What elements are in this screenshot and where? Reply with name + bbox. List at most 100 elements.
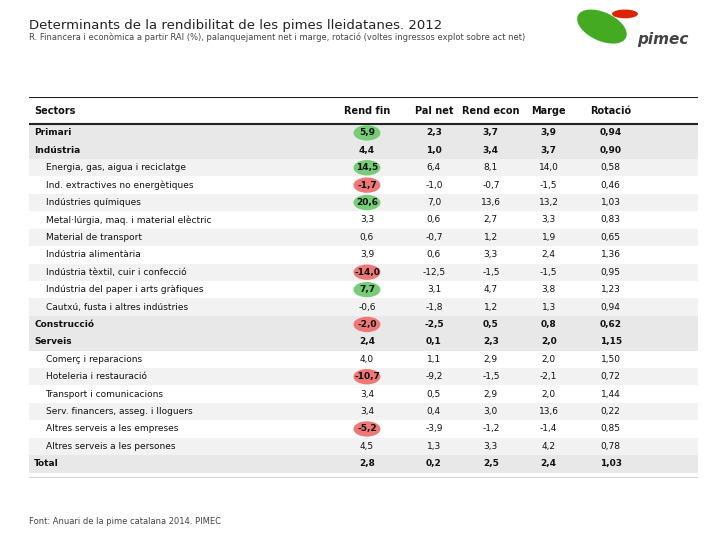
Text: 4,7: 4,7 [484, 285, 498, 294]
Text: Indústria: Indústria [34, 146, 81, 155]
Text: 14,5: 14,5 [356, 163, 378, 172]
Text: Construcció: Construcció [34, 320, 94, 329]
Text: 0,78: 0,78 [600, 442, 621, 451]
Text: 0,8: 0,8 [541, 320, 557, 329]
Text: 2,3: 2,3 [426, 129, 442, 137]
Bar [29, 368, 698, 386]
Text: 3,3: 3,3 [484, 251, 498, 259]
Bar [29, 264, 698, 281]
Text: 2,5: 2,5 [483, 460, 499, 468]
Text: -2,1: -2,1 [540, 372, 557, 381]
Bar [29, 386, 698, 403]
Text: -0,7: -0,7 [425, 233, 443, 242]
Bar [29, 420, 698, 437]
Text: 14,0: 14,0 [539, 163, 559, 172]
Text: 8,1: 8,1 [484, 163, 498, 172]
Text: 4,0: 4,0 [360, 355, 374, 364]
Bar [29, 350, 698, 368]
Text: 1,1: 1,1 [427, 355, 441, 364]
Text: 2,9: 2,9 [484, 390, 498, 399]
Text: Indústria alimentària: Indústria alimentària [45, 251, 140, 259]
Bar [29, 211, 698, 229]
Text: 0,2: 0,2 [426, 460, 442, 468]
Text: 0,72: 0,72 [600, 372, 621, 381]
Text: Rend fin: Rend fin [344, 106, 390, 116]
Text: 2,3: 2,3 [483, 338, 499, 346]
Text: 0,94: 0,94 [600, 129, 622, 137]
Text: 7,7: 7,7 [359, 285, 375, 294]
Text: 2,0: 2,0 [541, 390, 556, 399]
Text: 0,83: 0,83 [600, 215, 621, 225]
Bar [29, 298, 698, 316]
Text: 1,23: 1,23 [600, 285, 621, 294]
Text: Total: Total [34, 460, 59, 468]
Ellipse shape [577, 10, 626, 44]
Bar [29, 141, 698, 159]
Text: 0,1: 0,1 [426, 338, 442, 346]
Text: 2,7: 2,7 [484, 215, 498, 225]
Text: 5,9: 5,9 [359, 129, 375, 137]
Text: Marge: Marge [531, 106, 566, 116]
Bar [29, 333, 698, 350]
Text: -1,0: -1,0 [425, 181, 443, 190]
Text: 0,62: 0,62 [600, 320, 621, 329]
Text: -1,7: -1,7 [357, 181, 377, 190]
Text: Metal·lúrgia, maq. i material elèctric: Metal·lúrgia, maq. i material elèctric [45, 215, 211, 225]
Text: 1,36: 1,36 [600, 251, 621, 259]
Text: Sectors: Sectors [34, 106, 76, 116]
Bar [29, 316, 698, 333]
Text: Determinants de la rendibilitat de les pimes lleidatanes. 2012: Determinants de la rendibilitat de les p… [29, 19, 442, 32]
Text: -1,5: -1,5 [540, 181, 557, 190]
Text: -2,5: -2,5 [424, 320, 444, 329]
Text: 0,22: 0,22 [600, 407, 621, 416]
Text: -1,4: -1,4 [540, 424, 557, 434]
Text: 0,85: 0,85 [600, 424, 621, 434]
Text: Comerç i reparacions: Comerç i reparacions [45, 355, 142, 364]
Text: 0,95: 0,95 [600, 268, 621, 276]
Bar [29, 455, 698, 472]
Text: pimec: pimec [636, 32, 688, 47]
Text: -2,0: -2,0 [357, 320, 377, 329]
Text: 0,6: 0,6 [360, 233, 374, 242]
Text: 3,4: 3,4 [360, 407, 374, 416]
Text: Serveis: Serveis [34, 338, 72, 346]
Text: -9,2: -9,2 [426, 372, 443, 381]
Text: 1,2: 1,2 [484, 302, 498, 312]
Text: 0,4: 0,4 [427, 407, 441, 416]
Text: Primari: Primari [34, 129, 71, 137]
Bar [29, 281, 698, 298]
Circle shape [354, 369, 380, 384]
Text: 3,7: 3,7 [483, 129, 499, 137]
Text: -1,2: -1,2 [482, 424, 500, 434]
Text: 1,50: 1,50 [600, 355, 621, 364]
Text: 2,9: 2,9 [484, 355, 498, 364]
Text: 0,94: 0,94 [600, 302, 621, 312]
Text: 1,3: 1,3 [427, 442, 441, 451]
Text: 3,9: 3,9 [360, 251, 374, 259]
Text: 3,3: 3,3 [541, 215, 556, 225]
Text: 0,6: 0,6 [427, 251, 441, 259]
Text: Font: Anuari de la pime catalana 2014. PIMEC: Font: Anuari de la pime catalana 2014. P… [29, 517, 221, 526]
Text: 1,0: 1,0 [426, 146, 442, 155]
Text: -1,8: -1,8 [425, 302, 443, 312]
Text: 13,2: 13,2 [539, 198, 559, 207]
Bar [29, 437, 698, 455]
Text: Indústria del paper i arts gràfiques: Indústria del paper i arts gràfiques [45, 285, 203, 294]
Text: 0,58: 0,58 [600, 163, 621, 172]
Text: Ind. extractives no energètiques: Ind. extractives no energètiques [45, 180, 193, 190]
Text: 2,4: 2,4 [541, 251, 556, 259]
Text: 1,03: 1,03 [600, 460, 621, 468]
Text: -0,6: -0,6 [358, 302, 376, 312]
Text: 20,6: 20,6 [356, 198, 378, 207]
Text: 1,3: 1,3 [541, 302, 556, 312]
Text: Indústria tèxtil, cuir i confecció: Indústria tèxtil, cuir i confecció [45, 268, 186, 276]
Text: 6,4: 6,4 [427, 163, 441, 172]
Text: 4,5: 4,5 [360, 442, 374, 451]
Text: 3,1: 3,1 [427, 285, 441, 294]
Text: Transport i comunicacions: Transport i comunicacions [45, 390, 163, 399]
Text: 2,4: 2,4 [541, 460, 557, 468]
Text: 13,6: 13,6 [481, 198, 501, 207]
Text: -5,2: -5,2 [357, 424, 377, 434]
Text: 13,6: 13,6 [539, 407, 559, 416]
Text: 3,8: 3,8 [541, 285, 556, 294]
